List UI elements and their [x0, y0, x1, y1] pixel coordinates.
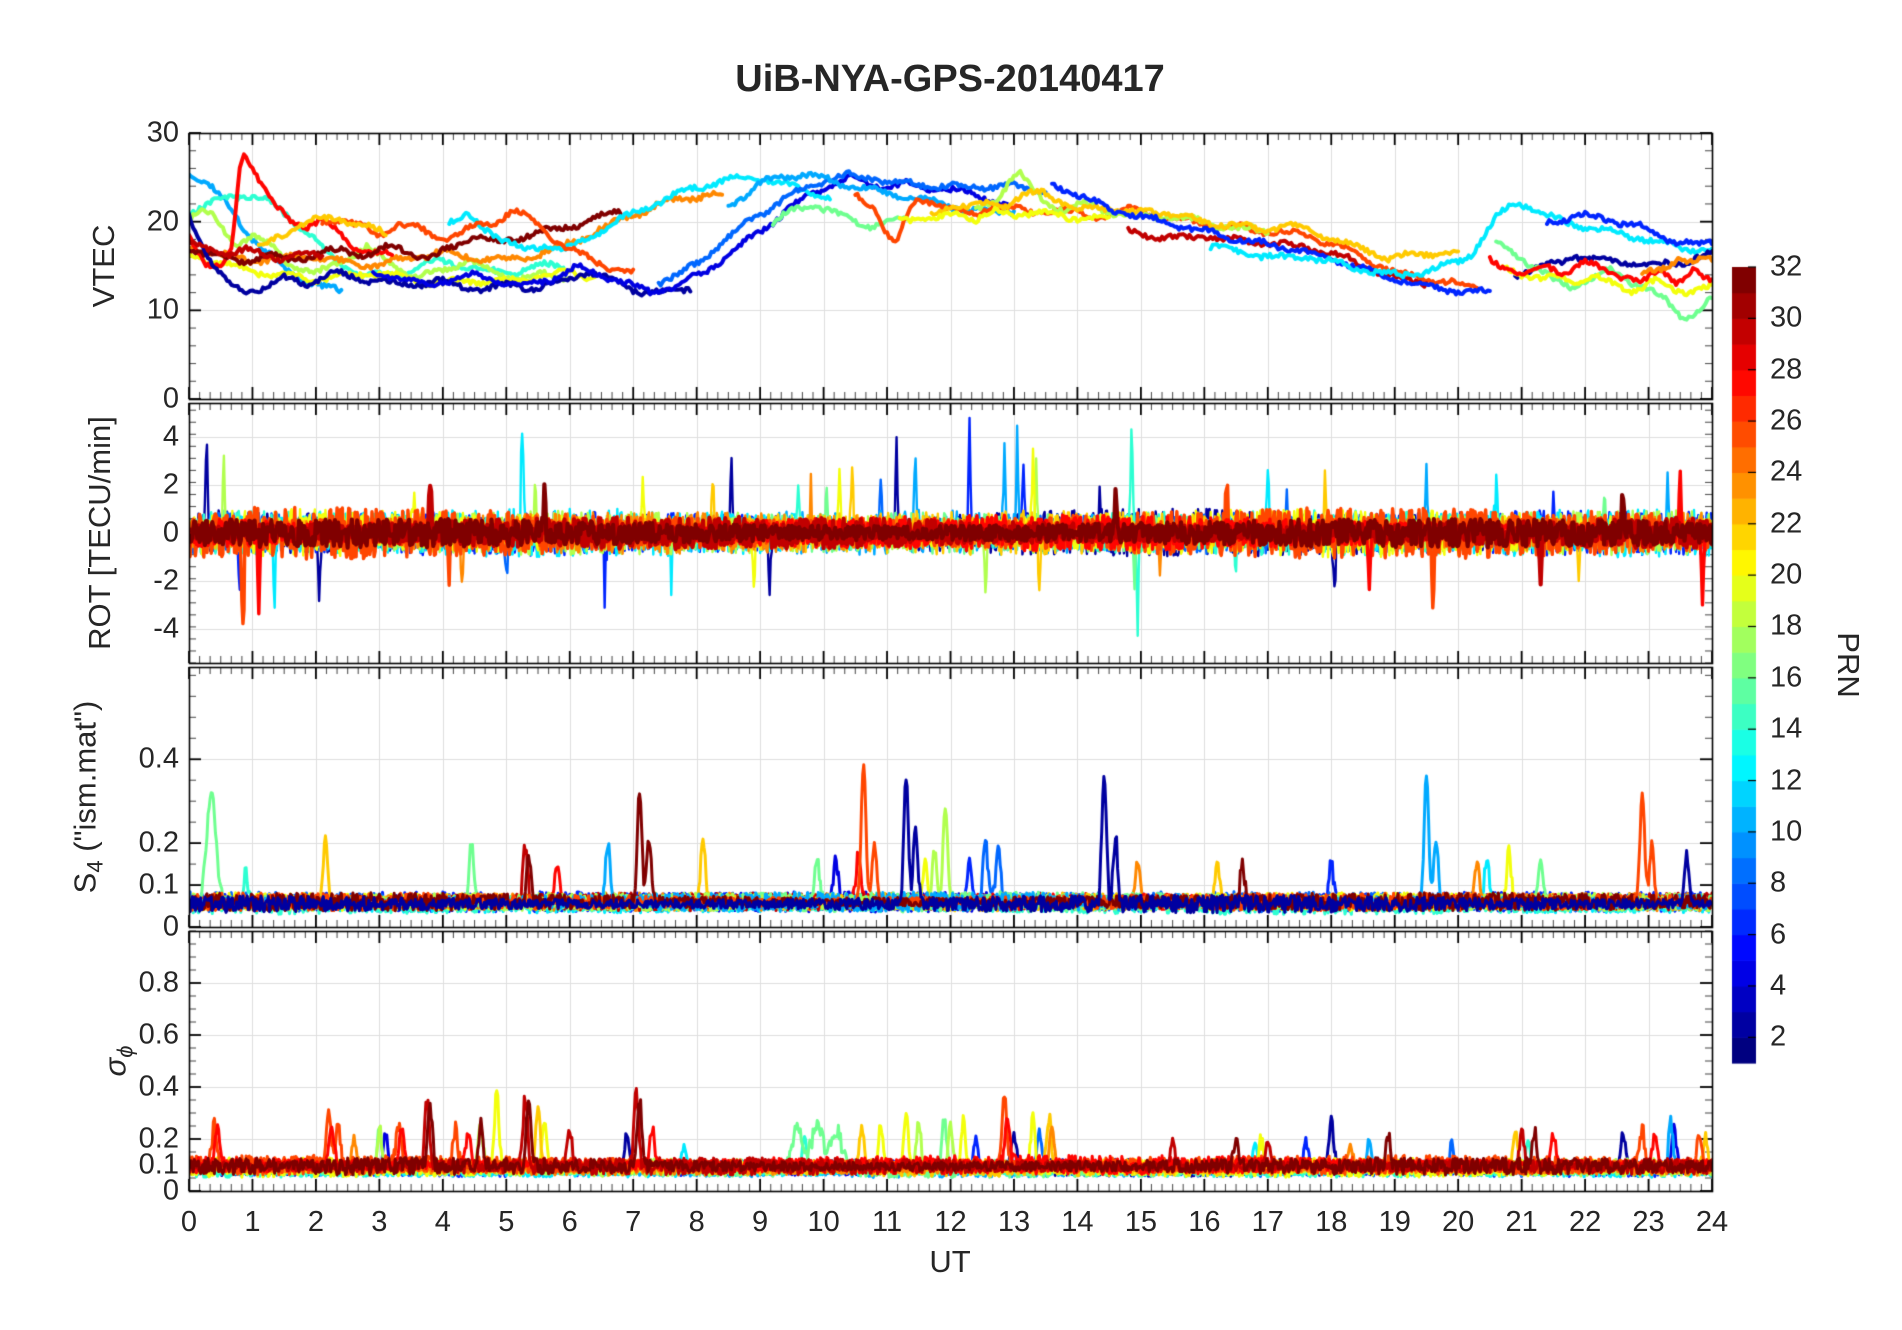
x-tick-label: 11: [871, 1206, 903, 1238]
y-tick-label: 0: [162, 382, 179, 415]
chart-title: UiB-NYA-GPS-20140417: [735, 58, 1165, 100]
x-tick-label: 24: [1695, 1206, 1729, 1238]
x-tick-label: 8: [688, 1206, 705, 1238]
colorbar-tick-label: 32: [1770, 250, 1803, 283]
x-tick-label: 9: [752, 1206, 769, 1238]
y-tick-label: 0.1: [138, 1148, 179, 1181]
y-tick-label: 0.4: [138, 742, 179, 775]
x-axis-label: UT: [929, 1244, 971, 1279]
x-tick-label: 22: [1568, 1206, 1602, 1238]
x-tick-label: 13: [997, 1206, 1031, 1238]
y-tick-label: 0.2: [138, 826, 179, 859]
x-tick-label: 12: [934, 1206, 967, 1238]
y-axis-label-s4: S4 ("ism.mat"): [67, 701, 108, 894]
colorbar-label: PRN: [1831, 632, 1866, 698]
y-tick-label: 0.6: [138, 1018, 179, 1051]
colorbar-tick-label: 6: [1770, 918, 1787, 951]
y-tick-label: 0: [162, 910, 179, 943]
y-tick-label: 2: [162, 468, 179, 501]
y-tick-label: 0: [162, 516, 179, 549]
x-tick-label: 19: [1378, 1206, 1411, 1238]
y-tick-label: 4: [162, 420, 179, 453]
colorbar-tick-label: 20: [1770, 558, 1803, 591]
x-tick-label: 14: [1061, 1206, 1094, 1238]
colorbar-tick-label: 30: [1770, 301, 1803, 334]
colorbar-tick-label: 12: [1770, 764, 1803, 797]
colorbar-tick-label: 8: [1770, 866, 1787, 899]
x-tick-label: 23: [1632, 1206, 1665, 1238]
colorbar-tick-label: 26: [1770, 404, 1803, 437]
x-tick-label: 0: [180, 1206, 198, 1238]
colorbar-tick-label: 28: [1770, 353, 1803, 386]
x-tick-label: 7: [625, 1206, 642, 1238]
colorbar-tick-label: 2: [1770, 1020, 1787, 1053]
colorbar-tick-label: 22: [1770, 507, 1803, 540]
x-tick-label: 20: [1442, 1206, 1475, 1238]
x-tick-label: 16: [1188, 1206, 1221, 1238]
colorbar-tick-label: 24: [1770, 455, 1803, 488]
colorbar-tick-label: 18: [1770, 609, 1803, 642]
x-tick-label: 5: [498, 1206, 515, 1238]
x-tick-label: 17: [1251, 1206, 1284, 1238]
x-tick-label: 15: [1124, 1206, 1158, 1238]
x-tick-label: 10: [807, 1206, 840, 1238]
x-tick-label: 3: [371, 1206, 388, 1238]
colorbar-tick-label: 10: [1770, 815, 1803, 848]
y-tick-label: 0.2: [138, 1122, 179, 1155]
y-tick-label: 0.8: [138, 966, 179, 999]
y-tick-label: 0: [162, 1174, 179, 1207]
colorbar-tick-label: 16: [1770, 661, 1803, 694]
y-tick-label: 20: [146, 205, 179, 238]
x-tick-label: 4: [434, 1206, 451, 1238]
colorbar-tick-label: 4: [1770, 969, 1787, 1002]
y-tick-label: -2: [153, 564, 179, 597]
x-tick-label: 2: [307, 1206, 324, 1238]
x-tick-label: 18: [1315, 1206, 1348, 1238]
y-tick-label: -4: [153, 612, 179, 645]
x-tick-label: 1: [244, 1206, 261, 1238]
x-tick-label: 21: [1505, 1206, 1538, 1238]
colorbar-tick-label: 14: [1770, 712, 1803, 745]
y-tick-label: 30: [146, 116, 179, 149]
y-tick-label: 10: [146, 293, 179, 326]
x-tick-label: 6: [561, 1206, 578, 1238]
y-tick-label: 0.1: [138, 868, 179, 901]
y-tick-label: 0.4: [138, 1070, 179, 1103]
